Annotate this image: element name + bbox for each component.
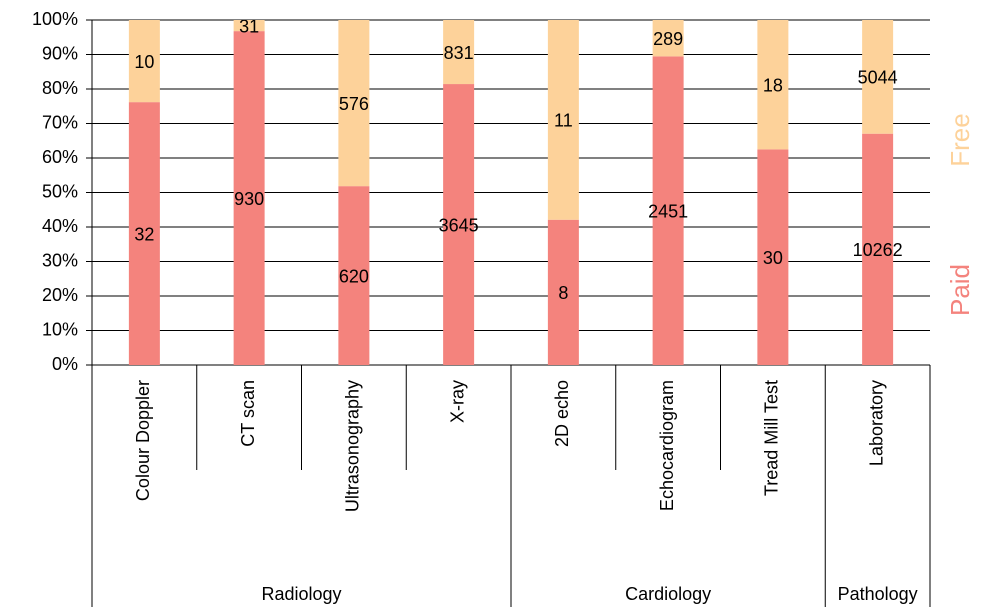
value-label: 32 — [134, 224, 154, 244]
x-tick-label: Laboratory — [866, 380, 886, 466]
y-tick-label: 80% — [42, 78, 78, 98]
legend-label: Free — [945, 113, 975, 166]
value-label: 620 — [339, 266, 369, 286]
y-tick-label: 90% — [42, 43, 78, 63]
bar-segment — [862, 133, 894, 365]
x-tick-label: Echocardiogram — [657, 380, 677, 511]
bar-segment — [338, 186, 370, 365]
value-label: 289 — [653, 29, 683, 49]
value-label: 930 — [234, 189, 264, 209]
value-label: 10262 — [853, 240, 903, 260]
x-tick-label: 2D echo — [552, 380, 572, 447]
value-label: 31 — [239, 16, 259, 36]
bar-segment — [652, 56, 684, 366]
bar-segment — [128, 20, 160, 103]
value-label: 576 — [339, 94, 369, 114]
bar-segment — [547, 20, 579, 220]
value-label: 18 — [763, 75, 783, 95]
y-tick-label: 70% — [42, 112, 78, 132]
bar-segment — [338, 20, 370, 187]
bar-segment — [128, 102, 160, 366]
group-label: Radiology — [261, 584, 341, 604]
value-label: 11 — [554, 111, 573, 131]
y-tick-label: 10% — [42, 319, 78, 339]
group-label: Pathology — [838, 584, 918, 604]
x-tick-label: CT scan — [238, 380, 258, 447]
bar-segment — [652, 20, 684, 57]
bar-segment — [547, 219, 579, 365]
legend-label: Paid — [945, 264, 975, 316]
value-label: 831 — [444, 43, 474, 63]
y-tick-label: 50% — [42, 181, 78, 201]
x-tick-label: Tread Mill Test — [762, 380, 782, 496]
value-label: 30 — [763, 248, 783, 268]
value-label: 5044 — [858, 68, 898, 88]
bar-segment — [443, 20, 475, 85]
group-label: Cardiology — [625, 584, 711, 604]
value-label: 8 — [558, 283, 568, 303]
bar-segment — [233, 31, 265, 366]
y-tick-label: 20% — [42, 285, 78, 305]
y-tick-label: 0% — [52, 354, 78, 374]
x-tick-label: X-ray — [447, 380, 467, 423]
bar-segment — [757, 149, 789, 365]
bar-segment — [233, 20, 265, 32]
y-tick-label: 40% — [42, 216, 78, 236]
bar-segment — [443, 84, 475, 365]
value-label: 3645 — [439, 215, 479, 235]
value-label: 10 — [134, 52, 154, 72]
value-label: 2451 — [648, 201, 688, 221]
x-tick-label: Colour Doppler — [133, 380, 153, 501]
y-tick-label: 100% — [32, 9, 78, 29]
x-tick-label: Ultrasonography — [343, 380, 363, 512]
y-tick-label: 30% — [42, 250, 78, 270]
y-tick-label: 60% — [42, 147, 78, 167]
bar-segment — [862, 20, 894, 134]
bar-segment — [757, 20, 789, 150]
